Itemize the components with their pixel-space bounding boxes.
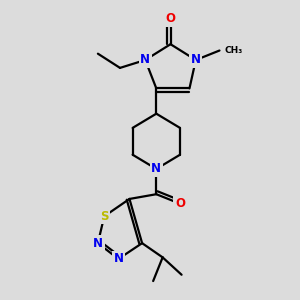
Text: N: N — [151, 162, 161, 176]
Text: O: O — [175, 197, 185, 210]
Text: N: N — [93, 237, 103, 250]
Text: S: S — [100, 210, 109, 223]
Text: O: O — [166, 12, 176, 26]
Text: N: N — [140, 53, 150, 67]
Text: N: N — [191, 53, 201, 67]
Text: N: N — [113, 252, 123, 266]
Text: CH₃: CH₃ — [224, 46, 242, 55]
